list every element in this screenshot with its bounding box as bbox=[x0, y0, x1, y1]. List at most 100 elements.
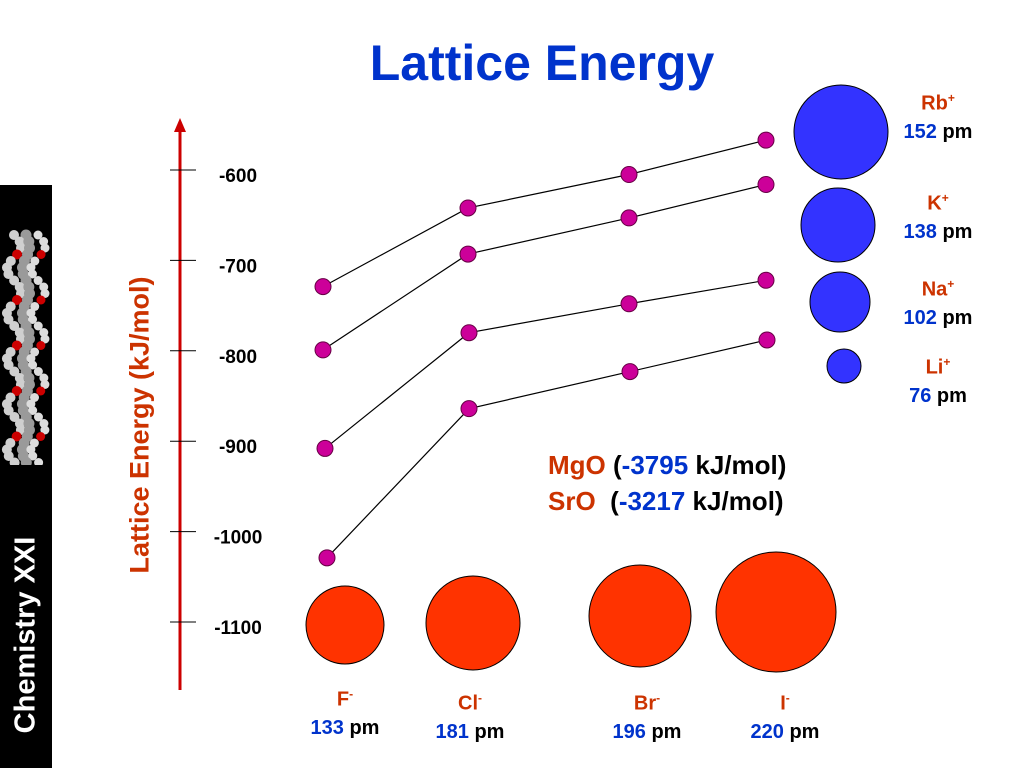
y-tick-label: -900 bbox=[219, 437, 257, 458]
data-point bbox=[620, 209, 638, 227]
molecule-atom bbox=[3, 269, 14, 279]
cation-sphere bbox=[793, 84, 889, 180]
anion-sphere bbox=[305, 585, 385, 665]
y-tick-label: -800 bbox=[219, 347, 257, 368]
compound-value: -3217 bbox=[618, 486, 686, 516]
molecule-atom bbox=[9, 457, 20, 465]
data-point bbox=[758, 331, 776, 349]
anion-radius: 220 pm bbox=[750, 720, 820, 743]
molecule-atom bbox=[11, 295, 22, 305]
data-point bbox=[459, 199, 477, 217]
data-point bbox=[318, 549, 336, 567]
page-title: Lattice Energy bbox=[369, 35, 715, 91]
molecule-atom bbox=[30, 302, 40, 311]
compound-row-mgo: MgO (-3795 kJ/mol) bbox=[548, 447, 786, 483]
compound-value: -3795 bbox=[621, 450, 689, 480]
molecule-atom bbox=[40, 243, 50, 253]
compound-name: MgO bbox=[548, 450, 606, 480]
anion-symbol: I- bbox=[780, 691, 790, 715]
y-tick-label: -1100 bbox=[214, 618, 262, 639]
molecule-atom bbox=[33, 412, 43, 422]
molecule-atom bbox=[9, 230, 19, 240]
molecule-atom bbox=[33, 367, 43, 376]
anion-label: I- 220 pm bbox=[751, 684, 820, 746]
molecule-atom bbox=[3, 405, 14, 416]
molecule-atom bbox=[20, 457, 32, 465]
data-point bbox=[620, 295, 638, 313]
molecule-atom bbox=[11, 431, 22, 442]
data-point bbox=[314, 278, 332, 296]
anion-label: Br- 196 pm bbox=[613, 684, 682, 746]
anion-symbol: Cl- bbox=[458, 691, 482, 715]
cation-symbol: Na+ bbox=[921, 277, 955, 301]
series-line bbox=[322, 183, 767, 351]
molecule-atom bbox=[11, 386, 22, 396]
molecule-atom bbox=[30, 256, 40, 266]
cation-radius: 152 pm bbox=[903, 120, 973, 143]
cation-radius: 76 pm bbox=[909, 384, 967, 407]
molecule-atom bbox=[40, 425, 50, 435]
molecule-atom bbox=[28, 315, 38, 324]
molecule-atom bbox=[40, 334, 50, 344]
anion-radius: 181 pm bbox=[435, 720, 505, 743]
molecule-atom bbox=[33, 230, 43, 240]
data-point bbox=[621, 363, 639, 381]
cation-sphere bbox=[809, 271, 871, 333]
anion-sphere bbox=[715, 551, 837, 673]
data-point bbox=[459, 245, 477, 263]
anion-symbol: F- bbox=[336, 687, 354, 711]
series-line bbox=[322, 139, 767, 288]
molecule-atom bbox=[33, 276, 43, 285]
molecule-atom bbox=[27, 269, 37, 279]
molecule-atom bbox=[34, 458, 44, 465]
molecule-atom bbox=[36, 341, 46, 350]
cation-radius: 138 pm bbox=[903, 220, 973, 243]
cation-sphere bbox=[826, 348, 862, 384]
y-tick-label: -1000 bbox=[214, 528, 263, 549]
compound-list: MgO (-3795 kJ/mol) SrO (-3217 kJ/mol) bbox=[548, 447, 786, 519]
cation-label: Rb+ 152 pm bbox=[904, 84, 973, 146]
cation-label: Li+ 76 pm bbox=[909, 348, 967, 410]
molecule-atom bbox=[36, 250, 46, 259]
compound-paren: ( bbox=[610, 486, 619, 516]
molecule-atom bbox=[3, 360, 14, 370]
molecule-atom bbox=[40, 380, 50, 389]
molecule-image bbox=[1, 229, 50, 465]
side-bar: Chemistry XXI bbox=[0, 185, 52, 768]
series-line bbox=[324, 279, 767, 449]
molecule-atom bbox=[9, 275, 20, 286]
molecule-atom bbox=[9, 321, 20, 331]
y-axis-arrow bbox=[174, 118, 186, 132]
data-point bbox=[460, 400, 478, 418]
data-point bbox=[757, 131, 775, 149]
molecule-atom bbox=[28, 360, 38, 370]
y-tick-label: -600 bbox=[219, 166, 257, 187]
anion-sphere bbox=[588, 564, 692, 668]
cation-label: K+ 138 pm bbox=[904, 184, 973, 246]
molecule-atom bbox=[36, 295, 46, 305]
data-point bbox=[757, 271, 775, 289]
data-point bbox=[316, 439, 334, 457]
compound-name: SrO bbox=[548, 486, 596, 516]
cation-sphere bbox=[800, 187, 876, 263]
cation-symbol: K+ bbox=[927, 191, 949, 215]
molecule-atom bbox=[33, 321, 43, 331]
anion-label: Cl- 181 pm bbox=[436, 684, 505, 746]
molecule-atom bbox=[11, 340, 22, 351]
compound-unit: kJ/mol) bbox=[695, 450, 787, 480]
molecule-atom bbox=[12, 249, 23, 260]
data-point bbox=[314, 341, 332, 359]
cation-label: Na+ 102 pm bbox=[904, 270, 973, 332]
data-point bbox=[620, 166, 638, 184]
compound-paren: ( bbox=[613, 450, 622, 480]
molecule-atom bbox=[28, 451, 38, 461]
y-tick-label: -700 bbox=[219, 256, 257, 277]
data-point bbox=[757, 175, 775, 193]
cation-symbol: Li+ bbox=[925, 355, 951, 379]
molecule-atom bbox=[36, 386, 46, 396]
data-point bbox=[460, 324, 478, 342]
molecule-atom bbox=[28, 406, 38, 415]
anion-symbol: Br- bbox=[633, 691, 661, 715]
molecule-atom bbox=[3, 451, 14, 461]
